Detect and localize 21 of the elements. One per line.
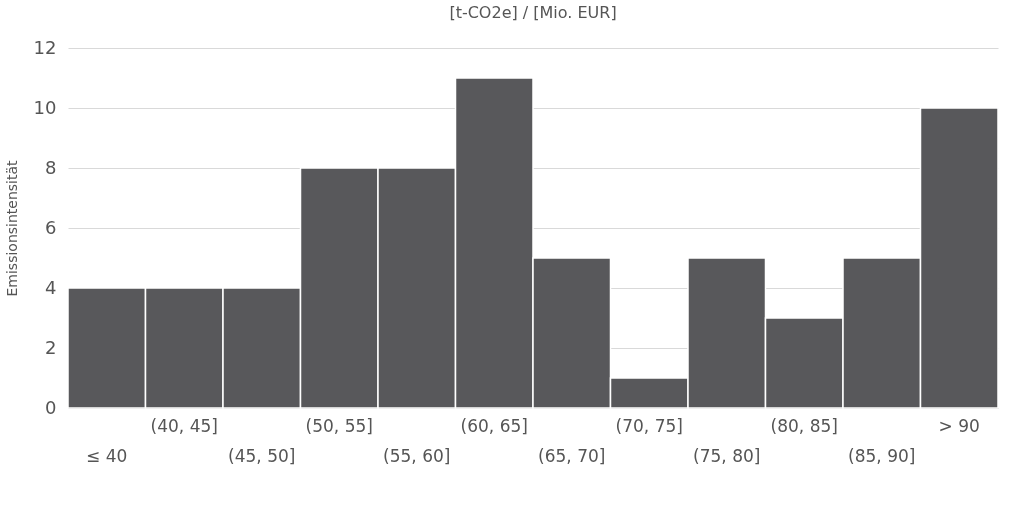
- x-tick-label: (80, 85]: [770, 415, 838, 436]
- y-tick-label: 8: [45, 156, 57, 178]
- x-tick-label: (55, 60]: [383, 445, 451, 466]
- y-tick-label: 12: [33, 36, 57, 58]
- y-tick-label: 10: [33, 96, 57, 118]
- y-tick-label: 2: [45, 336, 57, 358]
- x-tick-label: (65, 70]: [538, 445, 606, 466]
- x-tick-label: > 90: [938, 415, 980, 436]
- y-axis-title: Emissionsintensität: [3, 159, 20, 297]
- x-tick-label: (45, 50]: [228, 445, 296, 466]
- x-tick-label: (70, 75]: [615, 415, 683, 436]
- chart-title: [t-CO2e] / [Mio. EUR]: [449, 3, 617, 22]
- y-tick-label: 6: [45, 216, 57, 238]
- x-tick-label: (75, 80]: [693, 445, 761, 466]
- x-tick-label: (50, 55]: [305, 415, 373, 436]
- x-tick-label: (85, 90]: [848, 445, 916, 466]
- x-tick-label: (40, 45]: [150, 415, 218, 436]
- y-tick-label: 0: [45, 396, 57, 418]
- y-tick-label: 4: [45, 276, 57, 298]
- x-tick-label: ≤ 40: [86, 445, 128, 466]
- x-tick-label: (60, 65]: [460, 415, 528, 436]
